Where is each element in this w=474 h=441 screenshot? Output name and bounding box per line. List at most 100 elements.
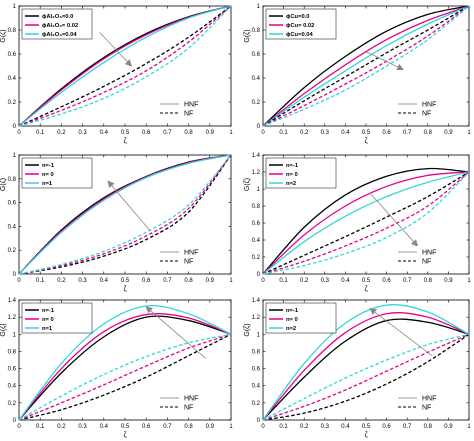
x-tick-label: 0.2 <box>57 130 66 136</box>
series-line-nf <box>18 154 232 275</box>
y-tick-label: 0 <box>257 272 261 278</box>
panel-4: 0 0.1 0.2 0.3 0.4 0.5 0.6 0.7 0.8 0.9 1 0 0.2 0.4 0.6 0… <box>244 153 471 293</box>
series-line-hnf <box>262 171 470 275</box>
x-tick-label: 0 <box>261 278 265 284</box>
series-line-nf <box>262 5 470 127</box>
series-line-nf <box>262 333 470 421</box>
y-axis-label: G(ζ) <box>244 323 251 336</box>
y-tick-label: 1 <box>257 187 261 193</box>
x-tick-label: 0.1 <box>36 424 45 430</box>
series-line-hnf <box>18 313 232 421</box>
x-tick-label: 0.7 <box>403 278 412 284</box>
legend-label: ϕAl₂O₃=0.0 <box>42 14 73 20</box>
x-tick-label: 0.4 <box>100 424 109 430</box>
x-tick-label: 0.8 <box>184 424 193 430</box>
x-tick-label: 1 <box>229 130 233 136</box>
series-line-hnf <box>262 5 470 127</box>
x-tick-label: 0.8 <box>184 130 193 136</box>
y-tick-label: 0.2 <box>8 248 17 254</box>
style-legend-label: NF <box>184 259 193 266</box>
x-tick-label: 0.1 <box>279 424 288 430</box>
x-tick-label: 0.4 <box>341 278 350 284</box>
x-tick-label: 0.6 <box>142 130 151 136</box>
panel-1: 0 0.1 0.2 0.3 0.4 0.5 0.6 0.7 0.8 0.9 1 0 0.2 0.4 0.6 0… <box>0 4 233 145</box>
x-tick-label: 0.3 <box>78 278 87 284</box>
legend-label: ϕAl₂O₃= 0.02 <box>42 23 78 29</box>
x-tick-label: 0.8 <box>424 130 433 136</box>
panel-2: 0 0.1 0.2 0.3 0.4 0.5 0.6 0.7 0.8 0.9 1 0 0.2 0.4 0.6 0… <box>244 4 471 145</box>
x-tick-label: 0.3 <box>321 278 330 284</box>
y-tick-label: 0.4 <box>8 76 17 82</box>
y-axis-label: G(ζ) <box>244 178 251 191</box>
y-tick-label: 0 <box>257 124 261 130</box>
style-legend-label: NF <box>184 405 193 412</box>
x-tick-label: 0.9 <box>206 424 215 430</box>
series-line-nf <box>18 5 232 127</box>
y-tick-label: 0 <box>257 418 261 424</box>
y-tick-label: 0.2 <box>252 401 261 407</box>
style-legend-label: HNF <box>422 250 436 257</box>
x-tick-label: 0.7 <box>163 278 172 284</box>
series-line-hnf <box>18 304 232 421</box>
series-line-hnf <box>18 315 232 421</box>
y-tick-label: 0 <box>13 272 17 278</box>
trend-arrow <box>369 307 433 357</box>
x-tick-label: 0 <box>17 278 21 284</box>
x-tick-label: 0.5 <box>121 130 130 136</box>
x-tick-label: 0 <box>17 424 21 430</box>
y-tick-label: 0.6 <box>8 201 17 207</box>
series-line-nf <box>18 333 232 421</box>
x-tick-label: 0.9 <box>444 130 453 136</box>
y-tick-label: 0.2 <box>252 100 261 106</box>
x-tick-label: 0.6 <box>142 424 151 430</box>
style-legend-label: HNF <box>422 102 436 109</box>
series-line-nf <box>18 5 232 127</box>
legend-label: ϕAl₂O₃=0.04 <box>42 32 77 38</box>
x-tick-label: 1 <box>229 278 233 284</box>
style-legend-label: HNF <box>184 102 198 109</box>
y-tick-label: 0.4 <box>8 384 17 390</box>
x-axis-label: ζ <box>123 138 126 145</box>
legend-label: n=1 <box>42 181 53 187</box>
x-tick-label: 1 <box>229 424 233 430</box>
x-axis-label: ζ <box>364 138 367 145</box>
legend-label: ϕCu= 0.02 <box>286 23 314 29</box>
series-line-hnf <box>262 171 470 275</box>
y-tick-label: 0.8 <box>252 204 261 210</box>
x-tick-label: 0.1 <box>279 278 288 284</box>
panel-5: 0 0.1 0.2 0.3 0.4 0.5 0.6 0.7 0.8 0.9 1 0 0.2 0.4 0.6 0… <box>0 298 233 439</box>
x-tick-label: 0.8 <box>424 424 433 430</box>
y-tick-label: 1.4 <box>252 298 261 304</box>
x-axis-label: ζ <box>123 286 126 293</box>
legend-label: n=1 <box>42 326 53 332</box>
series-line-nf <box>18 5 232 127</box>
x-tick-label: 0 <box>261 130 265 136</box>
y-tick-label: 0.8 <box>8 28 17 34</box>
x-tick-label: 0.5 <box>362 424 371 430</box>
x-tick-label: 0.9 <box>444 424 453 430</box>
y-tick-label: 0.8 <box>8 349 17 355</box>
y-tick-label: 0.8 <box>8 177 17 183</box>
x-tick-label: 0.1 <box>36 278 45 284</box>
x-tick-label: 0.8 <box>184 278 193 284</box>
x-tick-label: 0.1 <box>279 130 288 136</box>
y-tick-label: 1.4 <box>8 298 17 304</box>
y-tick-label: 0.8 <box>252 349 261 355</box>
x-tick-label: 0.4 <box>100 130 109 136</box>
y-tick-label: 0.6 <box>8 367 17 373</box>
x-tick-label: 0.2 <box>57 278 66 284</box>
legend-label: ϕCu=0.0 <box>286 14 310 20</box>
x-tick-label: 0.1 <box>36 130 45 136</box>
style-legend-label: NF <box>422 111 431 118</box>
y-tick-label: 1.2 <box>252 315 261 321</box>
y-tick-label: 0.6 <box>252 52 261 58</box>
y-tick-label: 1 <box>257 4 261 10</box>
trend-arrow <box>107 180 151 232</box>
series-line-hnf <box>262 318 470 421</box>
x-tick-label: 0 <box>261 424 265 430</box>
legend-label: n=-1 <box>42 163 55 169</box>
series-line-nf <box>262 5 470 127</box>
x-tick-label: 0.5 <box>121 278 130 284</box>
series-line-hnf <box>262 312 470 421</box>
